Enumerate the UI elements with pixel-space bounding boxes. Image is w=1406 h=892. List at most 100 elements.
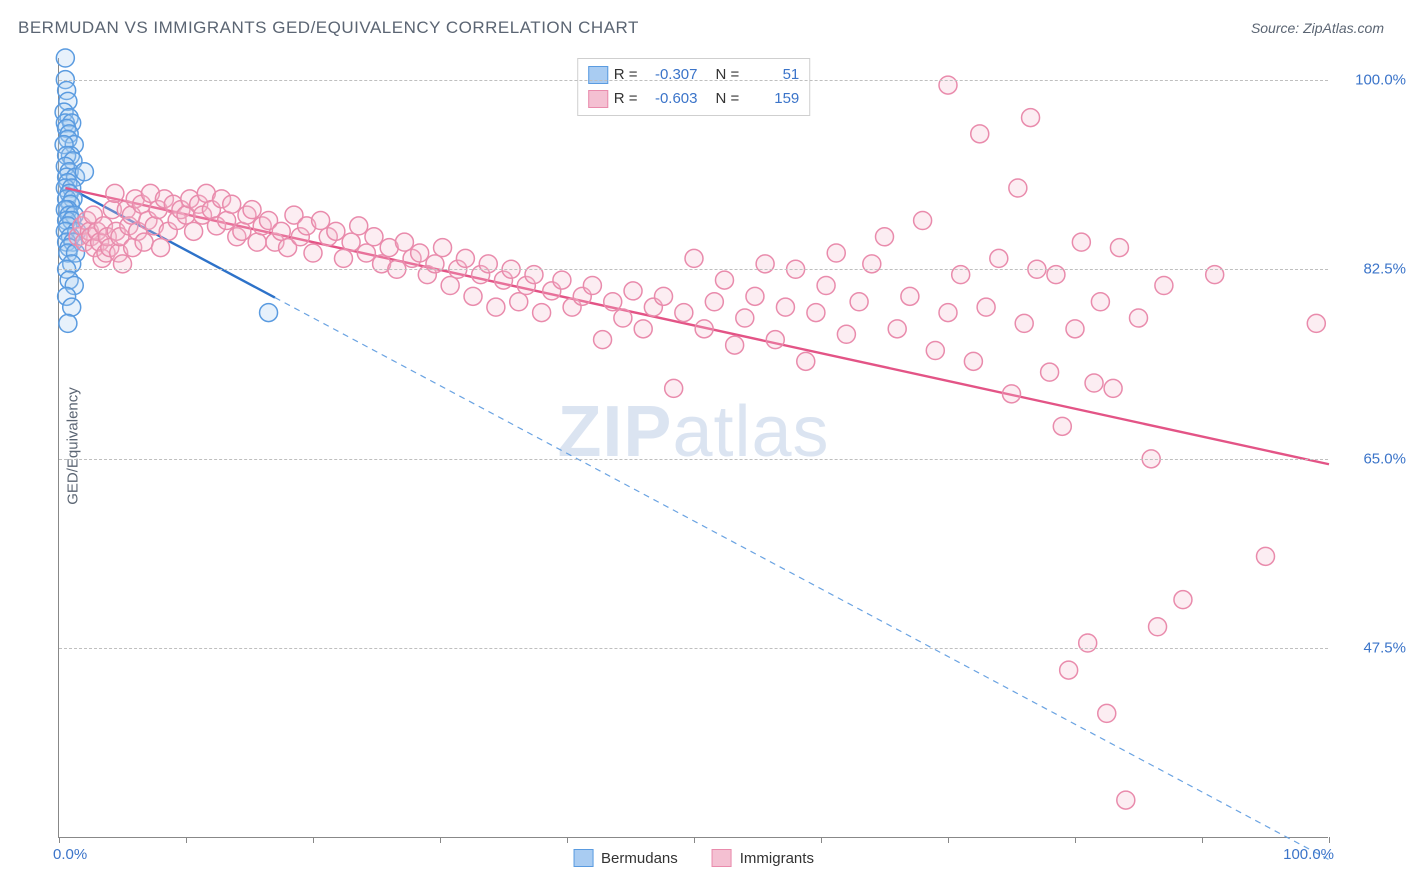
data-point [726,336,744,354]
data-point [56,49,74,67]
y-tick-label: 100.0% [1334,71,1406,88]
y-tick-label: 65.0% [1334,450,1406,467]
data-point [1098,704,1116,722]
stat-value: 51 [745,63,799,87]
data-point [334,249,352,267]
data-point [1041,363,1059,381]
data-point [990,249,1008,267]
data-point [850,293,868,311]
data-point [327,222,345,240]
x-tick-label: 100.0% [1283,846,1334,863]
stat-label: N = [716,87,740,111]
gridline [59,269,1328,270]
data-point [901,287,919,305]
data-point [876,228,894,246]
data-point [1307,314,1325,332]
data-point [1022,109,1040,127]
gridline [59,459,1328,460]
data-point [248,233,266,251]
data-point [312,212,330,230]
x-tick [1329,837,1330,843]
stat-value: -0.603 [644,87,698,111]
stats-legend-box: R =-0.307N =51R =-0.603N =159 [577,58,811,116]
data-point [350,217,368,235]
data-point [152,239,170,257]
x-tick-label: 0.0% [53,846,87,863]
plot-area: ZIPatlas R =-0.307N =51R =-0.603N =159 B… [58,58,1328,838]
data-point [365,228,383,246]
legend-swatch-icon [712,849,732,867]
data-point [675,304,693,322]
data-point [926,342,944,360]
data-point [1009,179,1027,197]
legend-label: Bermudans [601,850,678,867]
x-tick [440,837,441,843]
data-point [533,304,551,322]
data-point [464,287,482,305]
data-point [135,233,153,251]
data-point [776,298,794,316]
data-point [736,309,754,327]
data-point [441,277,459,295]
data-point [685,249,703,267]
x-tick [313,837,314,843]
data-point [1174,591,1192,609]
stat-label: R = [614,87,638,111]
data-point [914,212,932,230]
stat-value: -0.307 [644,63,698,87]
data-point [1149,618,1167,636]
data-point [614,309,632,327]
data-point [1110,239,1128,257]
legend-swatch-icon [588,90,608,108]
data-point [1117,791,1135,809]
data-point [939,304,957,322]
y-tick-label: 82.5% [1334,261,1406,278]
data-point [797,352,815,370]
x-tick [821,837,822,843]
data-point [715,271,733,289]
data-point [817,277,835,295]
x-tick [948,837,949,843]
x-tick [1075,837,1076,843]
data-point [218,212,236,230]
data-point [487,298,505,316]
data-point [964,352,982,370]
data-point [75,163,93,181]
data-point [1003,385,1021,403]
data-point [223,195,241,213]
data-point [827,244,845,262]
data-point [594,331,612,349]
data-point [272,222,290,240]
data-point [705,293,723,311]
legend-label: Immigrants [740,850,814,867]
data-point [1091,293,1109,311]
stat-label: N = [716,63,740,87]
legend-swatch-icon [588,66,608,84]
data-point [766,331,784,349]
chart-svg [59,58,1329,838]
chart-title: BERMUDAN VS IMMIGRANTS GED/EQUIVALENCY C… [18,18,639,38]
data-point [434,239,452,257]
legend-item: Bermudans [573,849,678,867]
source-label: Source: ZipAtlas.com [1251,20,1384,36]
data-point [185,222,203,240]
data-point [977,298,995,316]
x-tick [59,837,60,843]
data-point [1257,547,1275,565]
gridline [59,80,1328,81]
data-point [655,287,673,305]
data-point [260,304,278,322]
data-point [583,277,601,295]
data-point [665,379,683,397]
data-point [624,282,642,300]
data-point [342,233,360,251]
data-point [411,244,429,262]
data-point [395,233,413,251]
data-point [971,125,989,143]
data-point [807,304,825,322]
stat-value: 159 [745,87,799,111]
data-point [243,201,261,219]
data-point [357,244,375,262]
data-point [1104,379,1122,397]
data-point [837,325,855,343]
